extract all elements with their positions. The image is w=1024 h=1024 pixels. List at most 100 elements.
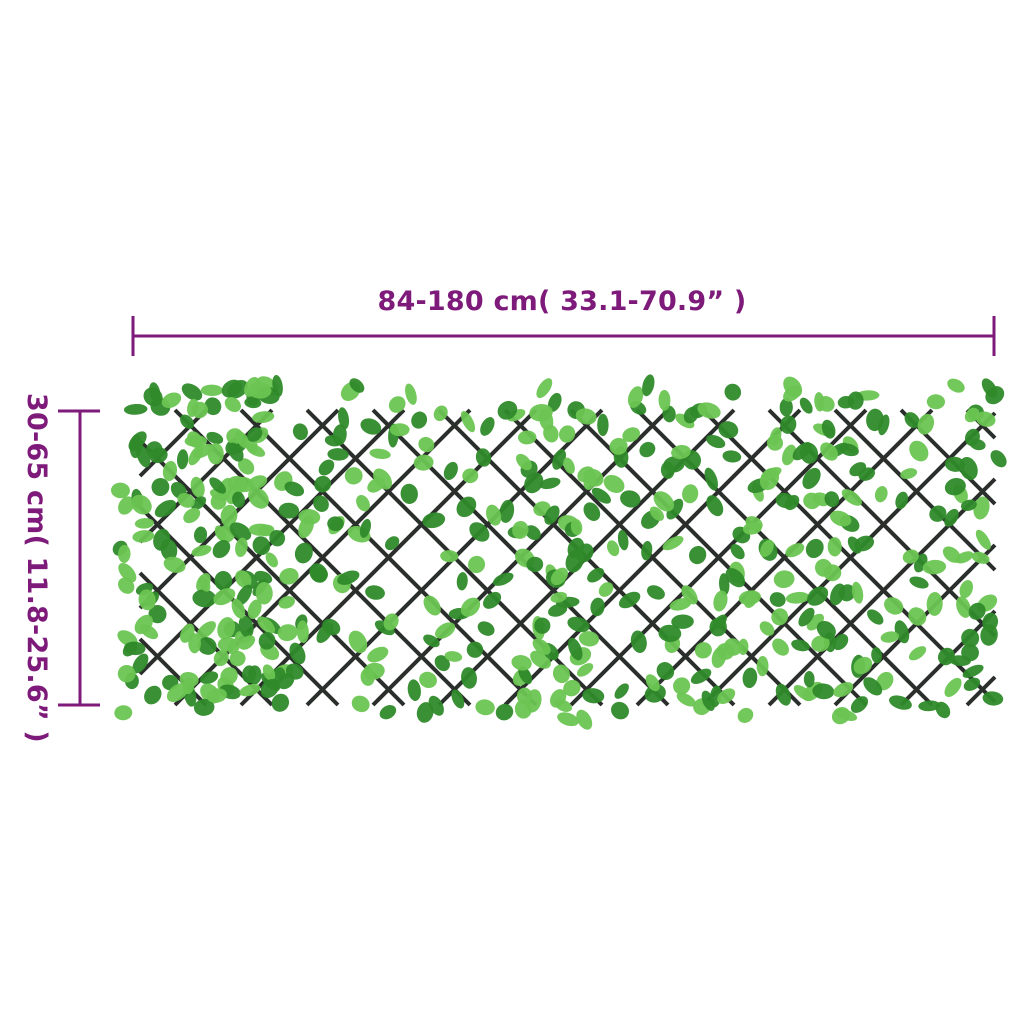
leaf [184,435,208,447]
leaf [138,589,156,611]
leaf [942,546,961,563]
leaf [428,695,444,716]
leaf [783,376,803,398]
leaf [671,614,694,629]
leaf [526,556,544,573]
leaf [617,529,629,551]
leaf [718,421,739,439]
leaf [466,641,484,658]
leaf [653,491,675,512]
leaf [460,411,476,433]
leaf [248,523,273,536]
leaf [827,537,842,557]
leaf [252,411,275,423]
leaf [177,493,195,508]
leaf [583,502,601,522]
leaf [214,570,233,591]
leaf [769,592,786,607]
leaf [583,468,604,487]
leaf [212,540,231,559]
leaf [356,494,370,512]
leaf [188,633,201,654]
leaf [163,556,186,573]
leaf [411,411,428,429]
leaf [512,520,529,539]
leaf [908,607,927,626]
leaf [792,442,812,461]
leaf [190,476,205,498]
leaf [254,570,273,584]
leaf [209,477,227,494]
leaf [492,572,514,586]
leaf [961,628,980,648]
leaf [213,588,236,606]
lattice-slat [833,408,997,572]
leaf [884,597,904,615]
leaf [434,655,450,672]
leaf [866,408,884,432]
leaf [926,394,946,410]
leaf [480,417,495,436]
leaf [149,382,161,402]
lattice-slat [138,439,406,707]
leaf [221,379,243,398]
leaf [867,609,884,625]
leaf [975,529,991,550]
leaf [232,491,246,508]
leaf [830,510,852,527]
leaf [231,598,246,619]
leaf [641,540,653,561]
leaf [929,505,947,522]
leaf [284,481,305,497]
leaf [206,688,227,703]
leaf [646,585,665,600]
leaf [363,662,385,680]
leaf [238,615,254,638]
leaf [477,621,495,636]
leaf [935,701,951,719]
leaf [990,450,1007,468]
leaf [279,567,299,585]
leaf [193,698,215,716]
leaf [663,456,685,473]
leaf [591,487,611,504]
leaf [578,631,600,647]
leaf [385,536,400,551]
leaf [547,392,562,412]
leaf [285,663,304,680]
leaf [963,677,981,691]
leaf [257,616,276,634]
leaf [204,397,222,416]
leaf [475,699,495,716]
leaf [242,665,257,684]
leaf [475,448,492,467]
leaf [181,383,203,401]
leaf [849,462,867,477]
leaf [389,423,410,437]
leaf [191,545,212,557]
leaf [416,702,434,723]
leaf [534,617,551,634]
leaf [812,683,835,700]
leaf [418,436,435,453]
leaf [798,607,815,627]
leaf [544,505,560,525]
leaf [944,477,966,496]
leaf [200,384,224,397]
leaf [850,696,869,713]
leaf [117,664,136,683]
leaf [682,484,699,504]
leaf [462,468,479,484]
leaf [200,671,219,685]
leaf [780,415,797,434]
leaf [791,639,810,652]
leaf [407,679,421,701]
leaf [131,494,152,515]
leaf [423,595,441,616]
leaf [658,389,671,411]
leaf [709,617,727,637]
leaf [123,403,148,415]
leaf [367,646,389,663]
leaf [236,584,253,606]
leaf [871,647,882,664]
